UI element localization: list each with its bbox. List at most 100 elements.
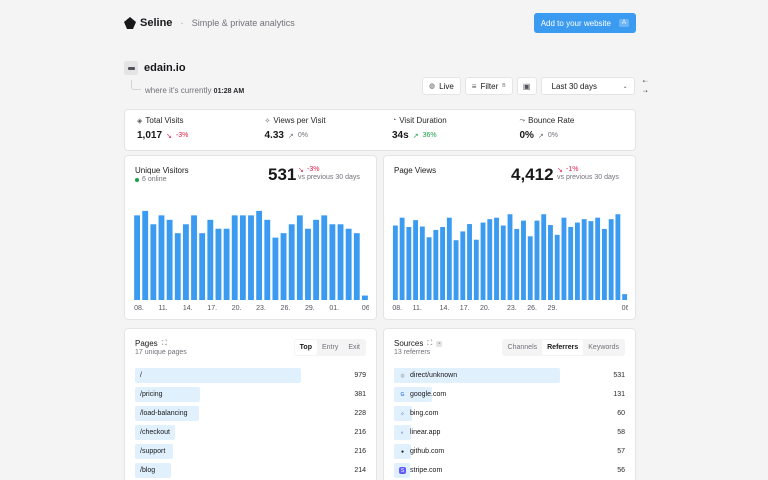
tab-top[interactable]: Top bbox=[294, 340, 317, 355]
tab-entry[interactable]: Entry bbox=[321, 344, 339, 351]
list-item[interactable]: /load-balancing 228 bbox=[135, 404, 366, 423]
list-item[interactable]: ◍ direct/unknown 531 bbox=[394, 366, 625, 385]
expand-icon[interactable]: ⛶ bbox=[161, 339, 167, 347]
chart-bar[interactable] bbox=[182, 224, 189, 300]
add-to-website-button[interactable]: Add to your website A bbox=[533, 13, 636, 33]
chart-bar[interactable] bbox=[174, 233, 181, 300]
list-item[interactable]: / 979 bbox=[135, 366, 366, 385]
chart-bar[interactable] bbox=[345, 228, 352, 300]
date-range-select[interactable]: Last 30 days ⌄ bbox=[540, 77, 635, 95]
chart-bar[interactable] bbox=[433, 229, 439, 300]
tab-referrers[interactable]: Referrers bbox=[542, 340, 584, 355]
chart-bar[interactable] bbox=[507, 214, 513, 300]
chart-bar[interactable] bbox=[521, 220, 526, 300]
chart-bar[interactable] bbox=[223, 228, 230, 300]
stat-total-visits[interactable]: ◈ Total Visits 1,017 ↘ -3% bbox=[125, 110, 253, 150]
chart-bar[interactable] bbox=[399, 217, 405, 300]
tab-exit[interactable]: Exit bbox=[348, 344, 360, 351]
stat-bounce-rate[interactable]: ⤳ Bounce Rate 0% ↗ 0% bbox=[508, 110, 636, 150]
chart-bar[interactable] bbox=[272, 237, 279, 300]
chart-bar[interactable] bbox=[622, 294, 628, 300]
chart-bar[interactable] bbox=[296, 215, 303, 300]
chart-bar[interactable] bbox=[337, 224, 344, 300]
chart-bar[interactable] bbox=[353, 233, 360, 300]
chart-bar[interactable] bbox=[150, 224, 157, 300]
chart-bar[interactable] bbox=[554, 234, 560, 300]
list-item[interactable]: /blog 214 bbox=[135, 461, 366, 480]
prev-period-icon[interactable]: ⇠ bbox=[642, 78, 648, 85]
chart-bar[interactable] bbox=[568, 226, 574, 300]
chart-bar[interactable] bbox=[500, 225, 506, 300]
chart-bar[interactable] bbox=[313, 219, 320, 300]
info-icon[interactable]: ▪ bbox=[436, 340, 443, 347]
chart-bar[interactable] bbox=[199, 233, 206, 300]
site-name[interactable]: edain.io bbox=[144, 62, 186, 74]
list-item[interactable]: ◐ linear.app 58 bbox=[394, 423, 625, 442]
chart-bar[interactable] bbox=[426, 237, 432, 300]
chart-bar[interactable] bbox=[467, 224, 472, 300]
page-views-chart[interactable]: 08. 11. 14. 17. 20. 23. 26. 29. 06. bbox=[392, 202, 628, 314]
chart-bar[interactable] bbox=[601, 228, 607, 300]
chart-bar[interactable] bbox=[215, 228, 222, 300]
chart-bar[interactable] bbox=[191, 215, 197, 300]
chart-bar[interactable] bbox=[264, 219, 271, 300]
next-period-icon[interactable]: ⇢ bbox=[642, 88, 648, 95]
chart-bar[interactable] bbox=[362, 295, 368, 300]
chart-bar[interactable] bbox=[548, 225, 553, 300]
chart-bar[interactable] bbox=[453, 240, 459, 300]
list-item[interactable]: /support 216 bbox=[135, 442, 366, 461]
calendar-button[interactable]: ▣ bbox=[516, 77, 537, 95]
chart-bar[interactable] bbox=[288, 224, 295, 300]
chart-bar[interactable] bbox=[166, 219, 173, 300]
chart-bar[interactable] bbox=[527, 236, 533, 300]
chart-bar[interactable] bbox=[413, 220, 419, 300]
chart-bar[interactable] bbox=[305, 228, 311, 300]
chart-bar[interactable] bbox=[487, 219, 493, 300]
tab-channels[interactable]: Channels bbox=[507, 344, 538, 351]
chart-bar[interactable] bbox=[480, 222, 486, 300]
chart-bar[interactable] bbox=[608, 219, 614, 300]
chart-bar[interactable] bbox=[231, 215, 238, 300]
chart-bar[interactable] bbox=[207, 219, 214, 300]
live-button[interactable]: ◍ Live bbox=[422, 77, 461, 95]
chart-bar[interactable] bbox=[321, 215, 328, 300]
chart-bar[interactable] bbox=[588, 221, 594, 300]
chart-bar[interactable] bbox=[494, 217, 499, 300]
tab-keywords[interactable]: Keywords bbox=[588, 344, 619, 351]
chart-bar[interactable] bbox=[329, 224, 336, 300]
chart-bar[interactable] bbox=[595, 217, 601, 300]
chart-bar[interactable] bbox=[142, 210, 149, 300]
chart-bar[interactable] bbox=[419, 226, 425, 301]
unique-visitors-chart[interactable]: 08. 11. 14. 17. 20. 23. 26. 29. 01. 06. bbox=[133, 202, 369, 314]
chart-bar[interactable] bbox=[248, 215, 254, 300]
list-item[interactable]: /checkout 216 bbox=[135, 423, 366, 442]
chart-bar[interactable] bbox=[541, 214, 547, 300]
chart-bar[interactable] bbox=[440, 226, 445, 300]
filter-button[interactable]: ≡ Filter B bbox=[464, 77, 513, 95]
chart-bar[interactable] bbox=[280, 233, 287, 300]
brand-name[interactable]: Seline bbox=[140, 17, 173, 29]
chart-bar[interactable] bbox=[514, 228, 520, 300]
chart-bar[interactable] bbox=[392, 225, 398, 300]
stat-visit-duration[interactable]: ◔ Visit Duration 34s ↗ 36% bbox=[380, 110, 508, 150]
chart-bar[interactable] bbox=[406, 226, 412, 300]
chart-bar[interactable] bbox=[473, 239, 479, 300]
list-item[interactable]: ⌕ bing.com 60 bbox=[394, 404, 625, 423]
expand-icon[interactable]: ⛶ bbox=[427, 339, 433, 347]
chart-bar[interactable] bbox=[534, 220, 540, 300]
chart-bar[interactable] bbox=[256, 210, 263, 300]
stat-views-per-visit[interactable]: ✧ Views per Visit 4.33 ↗ 0% bbox=[253, 110, 381, 150]
chart-bar[interactable] bbox=[561, 217, 567, 300]
list-item[interactable]: ● github.com 57 bbox=[394, 442, 625, 461]
chart-bar[interactable] bbox=[158, 215, 165, 300]
chart-bar[interactable] bbox=[134, 215, 140, 300]
chart-bar[interactable] bbox=[460, 231, 466, 300]
chart-bar[interactable] bbox=[581, 219, 587, 300]
chart-bar[interactable] bbox=[575, 222, 580, 300]
chart-bar[interactable] bbox=[239, 215, 246, 300]
list-item[interactable]: /pricing 381 bbox=[135, 385, 366, 404]
chart-bar[interactable] bbox=[615, 214, 621, 300]
seline-logo-icon[interactable] bbox=[124, 17, 136, 29]
